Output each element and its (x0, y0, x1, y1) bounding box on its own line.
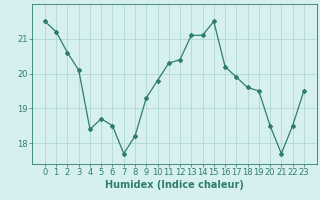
X-axis label: Humidex (Indice chaleur): Humidex (Indice chaleur) (105, 180, 244, 190)
